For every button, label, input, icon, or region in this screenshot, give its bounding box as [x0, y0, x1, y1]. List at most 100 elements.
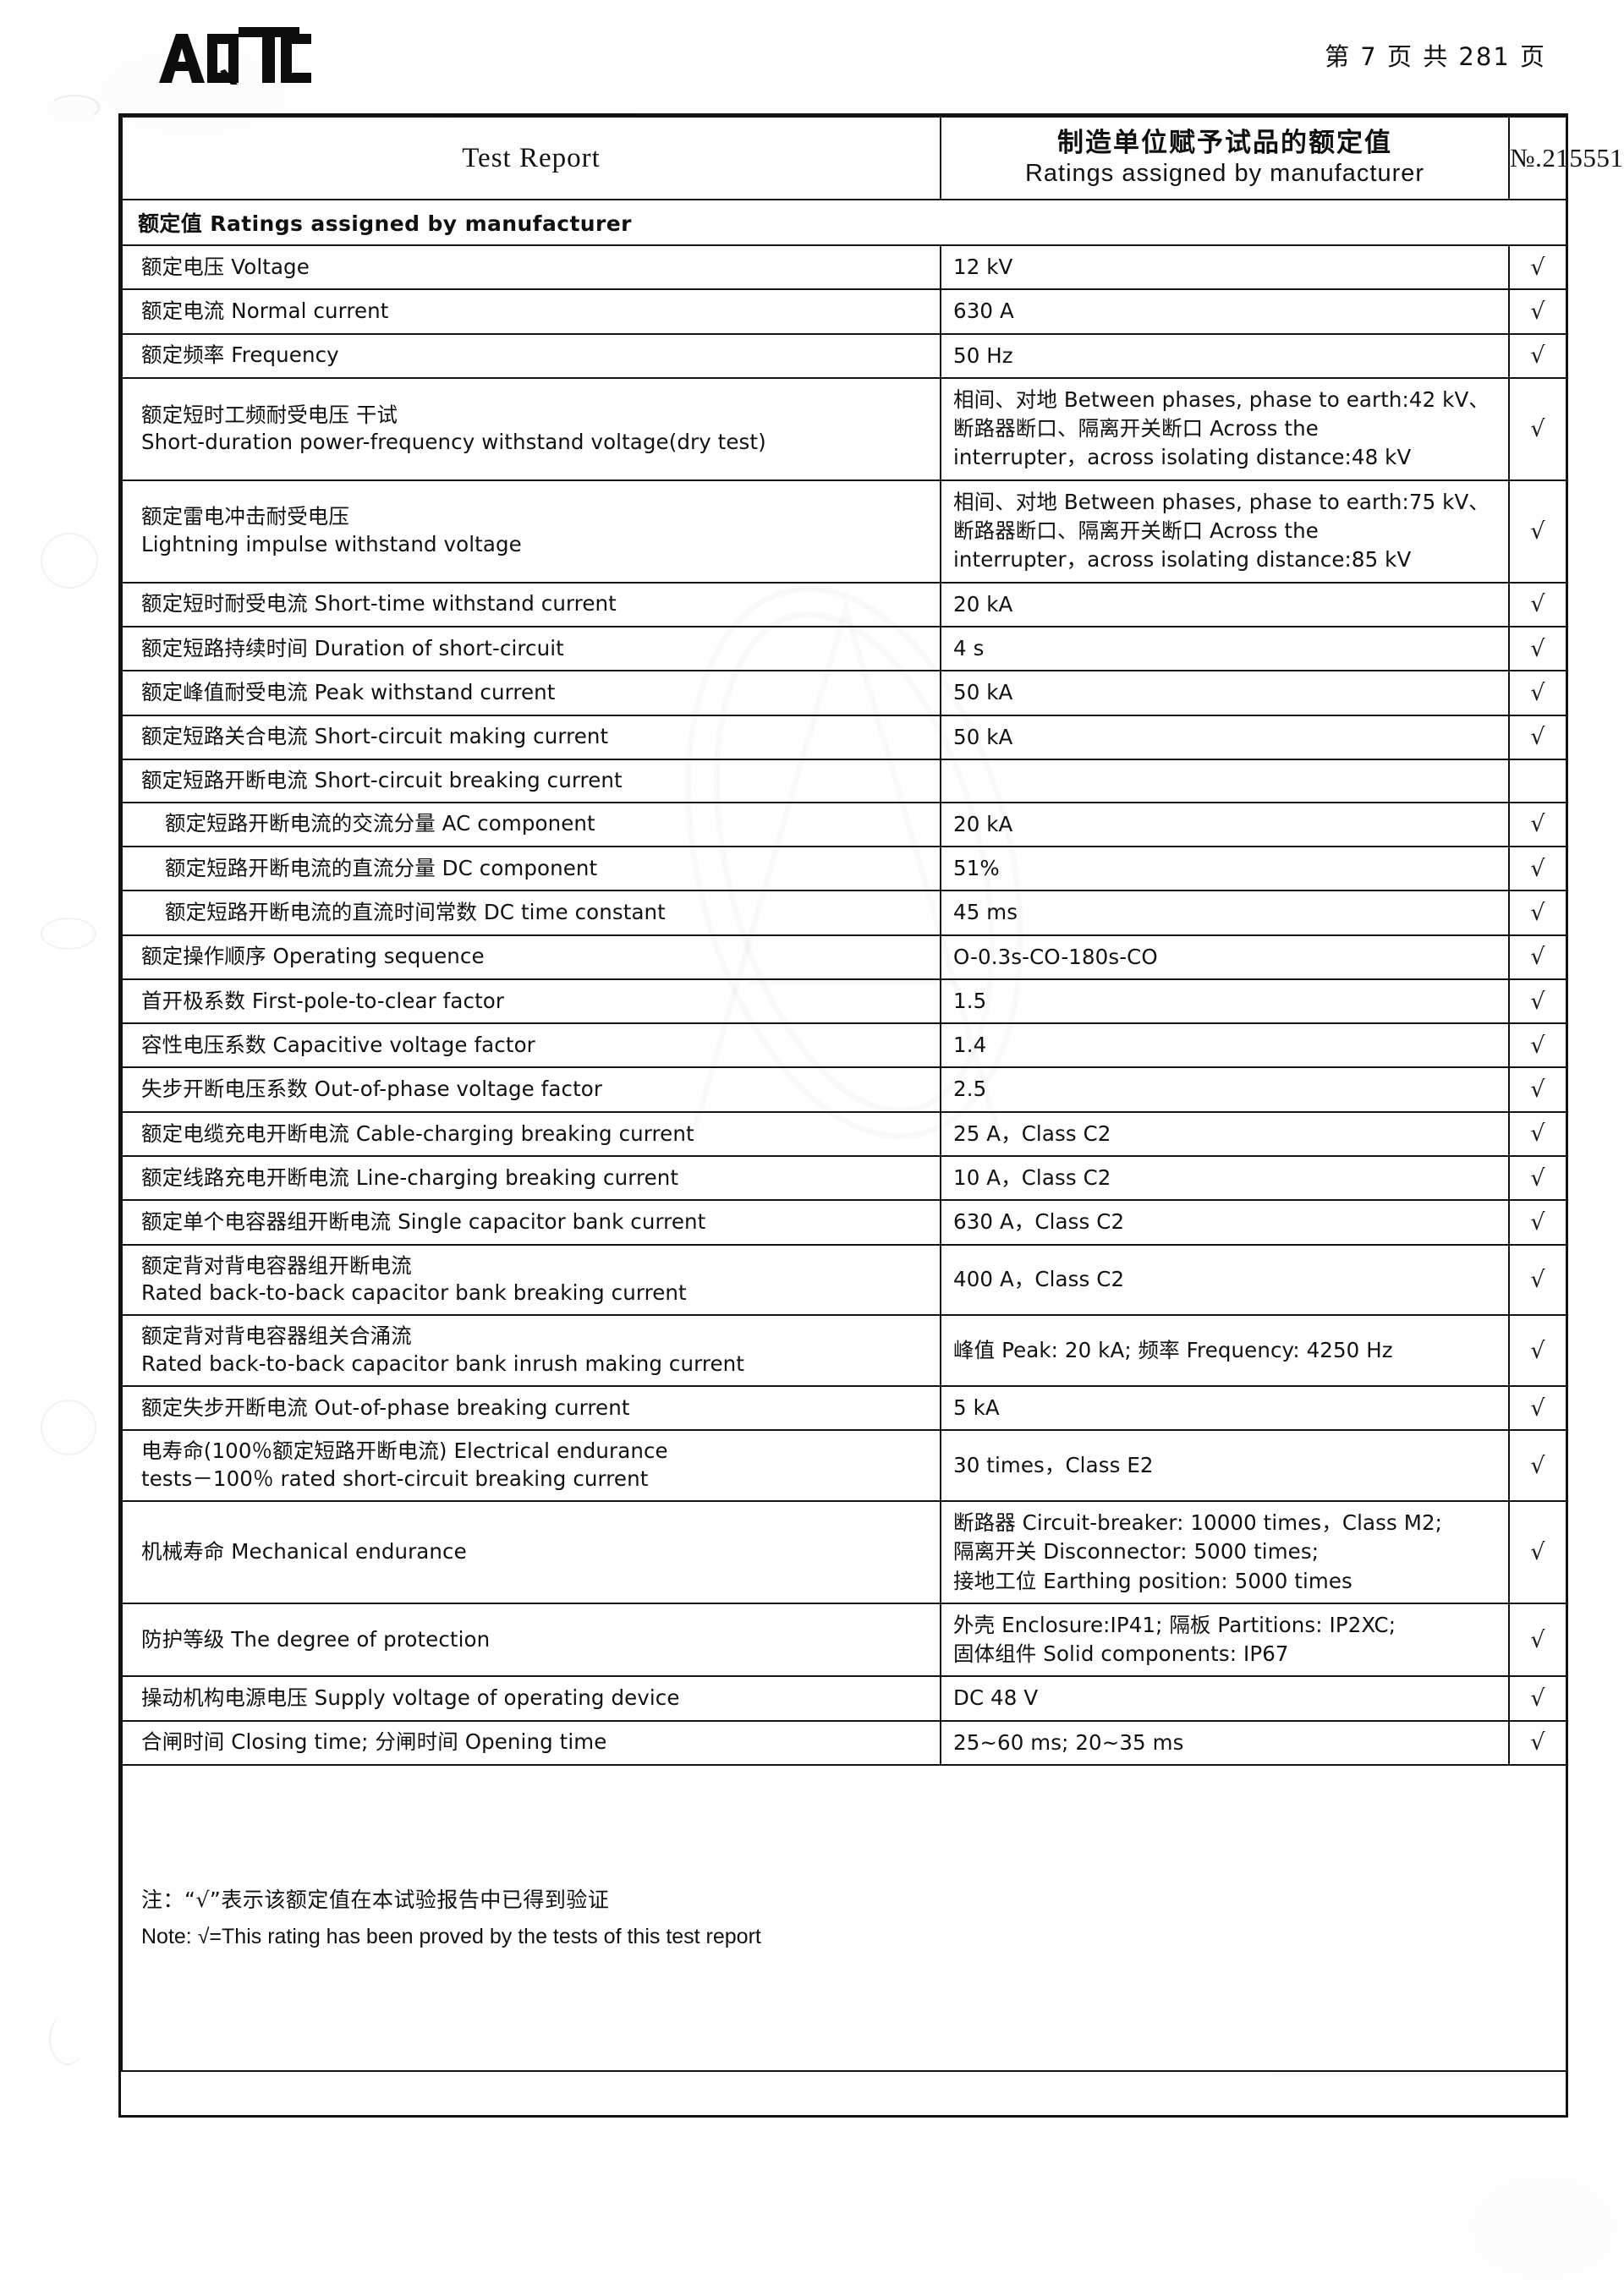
rating-label-cn: 额定电流 Normal current [141, 299, 389, 324]
report-number: №.215551 [1510, 142, 1624, 173]
rating-label: 额定短路持续时间 Duration of short-circuit [121, 625, 941, 672]
verified-check-icon: √ [1508, 1499, 1567, 1604]
rating-label: 防护等级 The degree of protection [121, 1602, 941, 1678]
table-row: 额定雷电冲击耐受电压 Lightning impulse withstand vo… [121, 479, 1567, 584]
table-row: 合闸时间 Closing time; 分闸时间 Opening time 25~6… [121, 1719, 1567, 1767]
verified-check-icon: √ [1508, 1384, 1567, 1432]
rating-value-line: 25~60 ms; 20~35 ms [953, 1729, 1184, 1755]
report-number-cell: №.215551 [1508, 116, 1623, 200]
rating-value: 12 kV [940, 244, 1510, 291]
rating-label: 电寿命(100％额定短路开断电流) Electrical endurance te… [121, 1429, 941, 1502]
table-row: 额定操作顺序 Operating sequence O-0.3s-CO-180s-… [121, 934, 1567, 980]
verified-check-icon: √ [1508, 1314, 1567, 1387]
rating-label: 额定背对背电容器组开断电流 Rated back-to-back capacito… [121, 1243, 941, 1317]
rating-label-cn: 额定峰值耐受电流 Peak withstand current [141, 680, 556, 704]
rating-label-cn: 额定短时工频耐受电压 干试 [141, 402, 398, 427]
section-header: 额定值 Ratings assigned by manufacturer [121, 199, 1567, 246]
document-title-cell: 制造单位赋予试品的额定值 Ratings assigned by manufac… [940, 116, 1510, 200]
rating-value-line: 20 kA [953, 591, 1013, 616]
rating-value: 25 A，Class C2 [940, 1110, 1510, 1158]
table-row: 额定失步开断电流 Out-of-phase breaking current 5 … [121, 1384, 1567, 1432]
rating-label-cn: 额定操作顺序 Operating sequence [141, 944, 485, 969]
rating-value: 外壳 Enclosure:IP41; 隔板 Partitions: IP2XC;… [940, 1602, 1510, 1678]
rating-value-line: 12 kV [953, 255, 1013, 279]
rating-value: 断路器 Circuit-breaker: 10000 times，Class M… [940, 1499, 1510, 1604]
rating-label: 合闸时间 Closing time; 分闸时间 Opening time [121, 1719, 941, 1767]
verified-check-icon: √ [1508, 1066, 1567, 1113]
verified-check-icon: √ [1508, 1675, 1567, 1722]
verified-check-icon: √ [1508, 801, 1567, 847]
rating-label-cn: 机械寿命 Mechanical endurance [141, 1538, 467, 1564]
rating-value-line: 2.5 [953, 1077, 987, 1102]
table-row: 额定单个电容器组开断电流 Single capacitor bank curre… [121, 1199, 1567, 1246]
rating-label-en: Rated back-to-back capacitor bank breaki… [141, 1280, 687, 1306]
rating-label: 额定短路开断电流的直流分量 DC component [121, 845, 941, 892]
rating-label-cn: 额定频率 Frequency [141, 342, 339, 368]
rating-label: 额定频率 Frequency [121, 332, 941, 379]
table-row: 容性电压系数 Capacitive voltage factor 1.4 √ [121, 1022, 1567, 1069]
rating-value-line: 外壳 Enclosure:IP41; 隔板 Partitions: IP2XC; [953, 1612, 1396, 1637]
rating-label-cn: 额定短路开断电流 Short-circuit breaking current [141, 767, 623, 792]
table-row: 首开极系数 First-pole-to-clear factor 1.5 √ [121, 978, 1567, 1025]
rating-label: 额定短时耐受电流 Short-time withstand current [121, 581, 941, 627]
rating-label-cn: 额定短路开断电流的直流时间常数 DC time constant [165, 900, 666, 925]
rating-label: 额定电缆充电开断电流 Cable-charging breaking curre… [121, 1110, 941, 1158]
rating-label-cn: 额定雷电冲击耐受电压 [141, 504, 349, 529]
verified-check-icon: √ [1508, 625, 1567, 672]
rating-value-line: interrupter，across isolating distance:48… [953, 445, 1412, 470]
rating-label: 额定峰值耐受电流 Peak withstand current [121, 670, 941, 716]
rating-value-line: 断路器断口、隔离开关断口 Across the [953, 518, 1319, 544]
verified-check-icon: √ [1508, 1199, 1567, 1246]
test-report-label: Test Report [121, 116, 941, 200]
rating-label-cn: 额定短路持续时间 Duration of short-circuit [141, 635, 564, 660]
rating-value-line: 20 kA [953, 811, 1013, 836]
table-row: 额定短时工频耐受电压 干试 Short-duration power-freque… [121, 376, 1567, 481]
rating-label-cn: 额定单个电容器组开断电流 Single capacitor bank curre… [141, 1209, 706, 1235]
table-row: 额定短时耐受电流 Short-time withstand current 20 … [121, 581, 1567, 627]
punch-hole-mark-upper [41, 533, 98, 589]
rating-value [940, 758, 1510, 803]
rating-value: 25~60 ms; 20~35 ms [940, 1719, 1510, 1767]
rating-value: O-0.3s-CO-180s-CO [940, 934, 1510, 980]
rating-label-cn: 操动机构电源电压 Supply voltage of operating dev… [141, 1685, 680, 1711]
verified-check-icon: √ [1508, 670, 1567, 716]
table-row: 额定短路开断电流 Short-circuit breaking current [121, 758, 1567, 803]
verified-check-icon: √ [1508, 288, 1567, 335]
rating-value-line: 400 A，Class C2 [953, 1267, 1125, 1292]
rating-value: 20 kA [940, 801, 1510, 847]
rating-value: 20 kA [940, 581, 1510, 627]
rating-value-line: 25 A，Class C2 [953, 1121, 1111, 1146]
rating-label: 操动机构电源电压 Supply voltage of operating dev… [121, 1675, 941, 1722]
rating-label-cn: 合闸时间 Closing time; 分闸时间 Opening time [141, 1729, 607, 1755]
rating-label-cn: 失步开断电压系数 Out-of-phase voltage factor [141, 1077, 603, 1102]
rating-value: 50 kA [940, 714, 1510, 760]
rating-label-cn: 额定电压 Voltage [141, 254, 310, 279]
rating-label: 额定线路充电开断电流 Line-charging breaking curren… [121, 1155, 941, 1202]
table-row: 电寿命(100％额定短路开断电流) Electrical endurance te… [121, 1429, 1567, 1502]
rating-value: 630 A [940, 288, 1510, 335]
rating-label-cn: 容性电压系数 Capacitive voltage factor [141, 1032, 535, 1057]
rating-value: 50 kA [940, 670, 1510, 716]
rating-value-line: 4 s [953, 635, 985, 660]
rating-label: 额定短路开断电流的交流分量 AC component [121, 801, 941, 847]
rating-value: 45 ms [940, 890, 1510, 936]
rating-value-line: 隔离开关 Disconnector: 5000 times; [953, 1539, 1320, 1564]
section-header-row: 额定值 Ratings assigned by manufacturer [121, 199, 1567, 246]
punch-hole-mark-lower [41, 1400, 96, 1455]
verified-check-icon: √ [1508, 1429, 1567, 1502]
table-row: 额定线路充电开断电流 Line-charging breaking curren… [121, 1155, 1567, 1202]
rating-value-line: 45 ms [953, 900, 1018, 925]
rating-value-line: 峰值 Peak: 20 kA; 频率 Frequency: 4250 Hz [953, 1337, 1393, 1362]
rating-label: 首开极系数 First-pole-to-clear factor [121, 978, 941, 1025]
punch-hole-mark-mid [41, 918, 96, 950]
rating-label-cn: 额定短路开断电流的交流分量 AC component [165, 811, 595, 836]
rating-label: 机械寿命 Mechanical endurance [121, 1499, 941, 1604]
rating-label: 额定短路开断电流 Short-circuit breaking current [121, 758, 941, 803]
page-indicator: 第 7 页 共 281 页 [1325, 42, 1546, 71]
verified-check-icon: √ [1508, 978, 1567, 1025]
punch-hole-mark-top [49, 95, 100, 120]
rating-label-cn: 额定失步开断电流 Out-of-phase breaking current [141, 1395, 630, 1420]
verified-check-icon: √ [1508, 332, 1567, 379]
rating-value: 1.5 [940, 978, 1510, 1025]
rating-value-line: DC 48 V [953, 1685, 1039, 1711]
